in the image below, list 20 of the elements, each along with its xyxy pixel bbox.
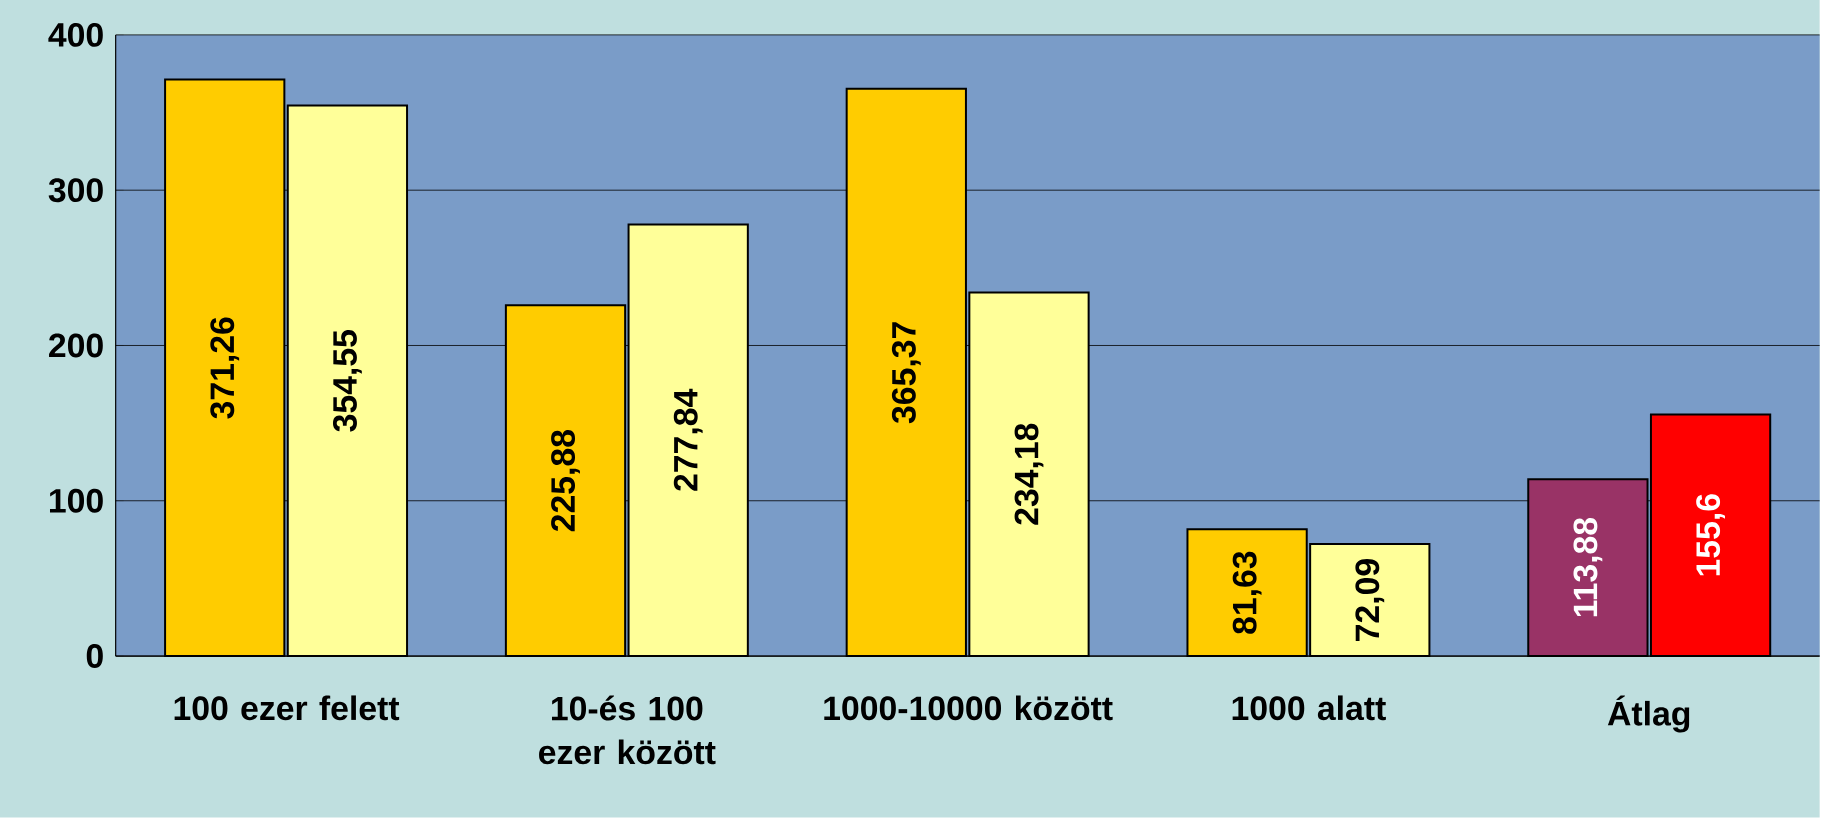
data-label: 365,37 — [891, 322, 921, 424]
data-label: 354,55 — [333, 330, 362, 432]
y-tick-label: 0 — [86, 644, 103, 669]
x-tick-label: 1000 alatt — [1232, 695, 1386, 721]
x-tick-label: 1000-10000 között — [824, 695, 1113, 721]
x-tick-label: 10-és 100 ezer között — [539, 695, 716, 765]
data-label: 234,18 — [1014, 423, 1044, 525]
y-tick-label: 400 — [48, 23, 103, 48]
y-tick-label: 300 — [48, 178, 103, 203]
data-label: 371,26 — [210, 317, 240, 419]
data-label: 81,63 — [1232, 551, 1262, 635]
data-label: 155,6 — [1696, 494, 1725, 576]
data-label: 72,09 — [1355, 559, 1385, 642]
data-label: 277,84 — [673, 389, 703, 492]
y-tick-label: 200 — [49, 333, 103, 358]
x-tick-label: Átlag — [1607, 695, 1690, 733]
y-tick-label: 100 — [50, 489, 103, 513]
data-label: 225,88 — [551, 430, 580, 532]
data-label: 113,88 — [1573, 518, 1603, 617]
x-tick-label: 100 ezer felett — [174, 695, 400, 721]
